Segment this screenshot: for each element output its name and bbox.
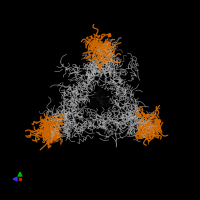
Polygon shape (87, 85, 113, 107)
